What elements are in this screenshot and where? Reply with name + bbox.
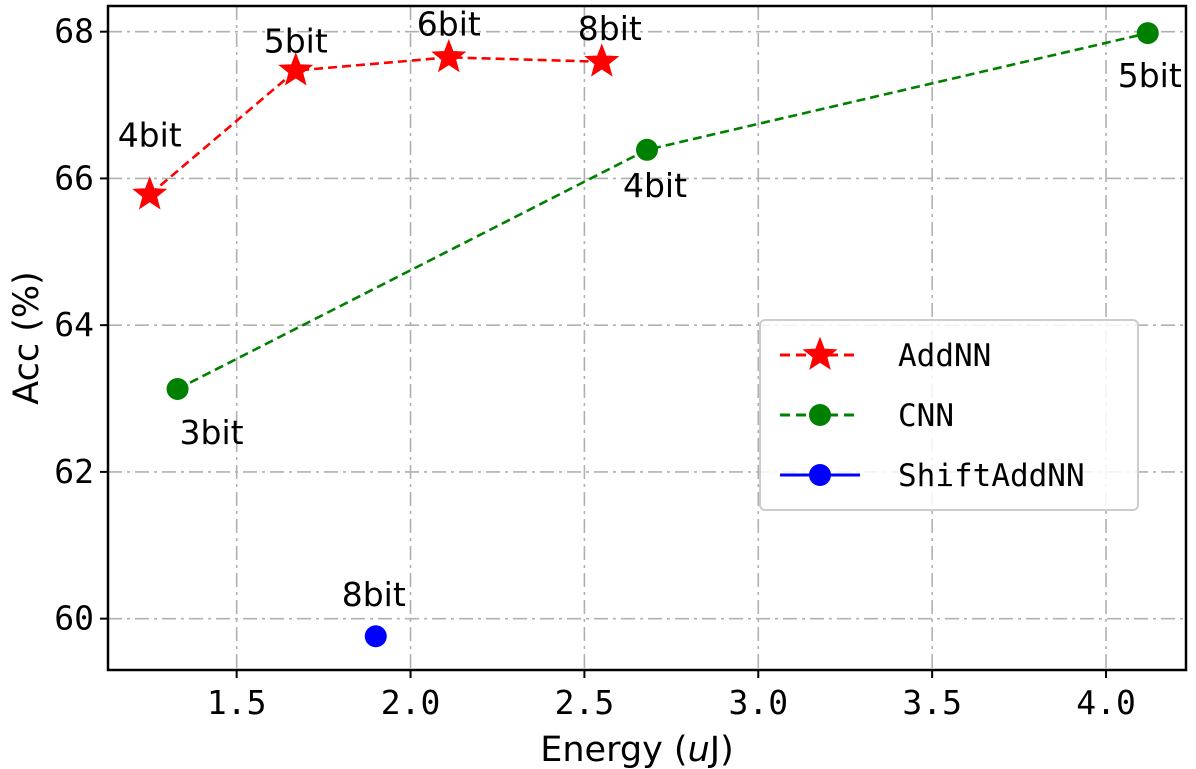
x-tick-label-5: 4.0 [1076,683,1136,722]
data-point-addnn-3 [584,43,620,77]
x-tick-label-3: 3.0 [728,683,788,722]
legend: AddNN CNN ShiftAddNN [759,319,1139,511]
series-line-addnn [148,56,602,196]
data-point-cnn-0 [166,377,189,400]
x-tick-label-4: 3.5 [902,683,962,722]
legend-label-addnn: AddNN [898,338,991,374]
point-label-cnn-1: 4bit [623,166,687,205]
point-label-addnn-3: 8bit [578,9,642,48]
point-label-addnn-1: 5bit [264,22,328,61]
series-layer [132,22,1159,648]
data-point-addnn-2 [431,38,467,73]
point-label-shiftaddnn-0: 8bit [342,575,406,614]
data-point-addnn-1 [278,52,314,86]
data-point-addnn-0 [132,176,168,210]
y-tick-label-4: 68 [54,12,94,51]
x-tick-label-2: 2.5 [555,683,615,722]
legend-label-shiftaddnn: ShiftAddNN [898,458,1085,494]
x-axis-title: Energy (uJ) [540,730,734,769]
point-label-addnn-0: 4bit [118,116,182,155]
point-label-cnn-0: 3bit [180,413,244,452]
legend-marker-shiftaddnn [809,464,831,486]
y-tick-label-3: 66 [54,158,94,197]
annotations: 4bit 5bit 6bit 8bit 3bit 4bit 5bit 8bit [118,4,1182,614]
point-label-cnn-2: 5bit [1118,56,1182,95]
y-tick-label-2: 64 [54,305,94,344]
point-label-addnn-2: 6bit [417,4,481,43]
y-tick-label-0: 60 [54,599,94,638]
legend-marker-cnn [809,404,831,426]
axes: 1.5 2.0 2.5 3.0 3.5 4.0 60 62 64 66 68 Energy (uJ) A… [7,4,1188,769]
legend-marker-addnn [802,336,838,370]
data-point-cnn-1 [636,138,658,161]
plot-frame [106,4,1188,672]
y-axis-title: Acc (%) [7,271,47,405]
y-tick-label-1: 62 [54,452,94,491]
legend-box [759,319,1139,511]
x-tick-label-1: 2.0 [381,683,441,722]
legend-label-cnn: CNN [898,398,954,434]
data-point-cnn-2 [1136,22,1159,45]
data-point-shiftaddnn-0 [364,625,387,648]
x-tick-label-0: 1.5 [207,683,267,722]
